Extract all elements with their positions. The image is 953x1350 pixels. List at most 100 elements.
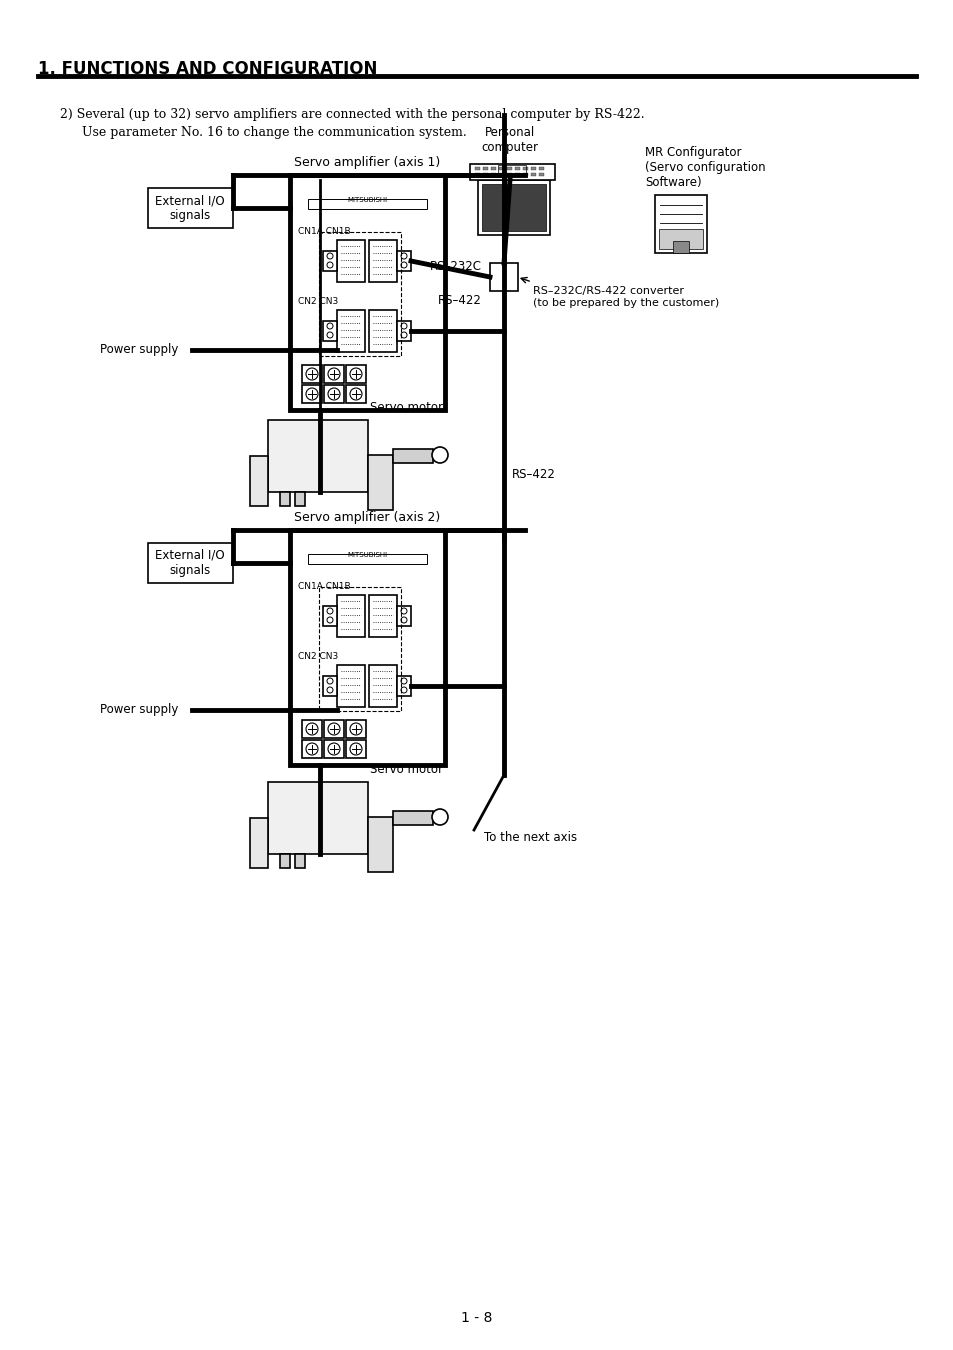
- Text: CN1A CN1B: CN1A CN1B: [297, 582, 351, 591]
- Bar: [497, 165, 525, 173]
- Bar: [655, 194, 706, 252]
- Bar: [324, 720, 344, 738]
- Bar: [369, 595, 396, 637]
- Bar: [290, 176, 444, 410]
- Bar: [396, 251, 411, 271]
- Bar: [396, 676, 411, 697]
- Bar: [531, 167, 536, 170]
- Bar: [482, 173, 488, 176]
- Bar: [324, 740, 344, 757]
- Bar: [324, 364, 344, 383]
- Bar: [323, 321, 336, 342]
- Bar: [336, 240, 365, 282]
- Bar: [318, 587, 400, 711]
- Bar: [336, 310, 365, 352]
- Text: Use parameter No. 16 to change the communication system.: Use parameter No. 16 to change the commu…: [82, 126, 466, 139]
- Bar: [369, 310, 396, 352]
- Bar: [323, 606, 336, 626]
- Bar: [280, 491, 290, 506]
- Bar: [515, 173, 519, 176]
- Bar: [368, 817, 393, 872]
- Text: Servo motor: Servo motor: [370, 763, 442, 776]
- Bar: [659, 230, 702, 248]
- Bar: [346, 720, 366, 738]
- Circle shape: [432, 809, 448, 825]
- Bar: [148, 188, 233, 228]
- Bar: [302, 364, 322, 383]
- Bar: [498, 173, 503, 176]
- Bar: [302, 720, 322, 738]
- Text: MITSUBISHI: MITSUBISHI: [347, 552, 387, 558]
- Bar: [290, 531, 444, 765]
- Bar: [324, 385, 344, 404]
- Text: RS–422: RS–422: [512, 468, 556, 482]
- Bar: [531, 173, 536, 176]
- Bar: [323, 251, 336, 271]
- Text: Servo motor: Servo motor: [370, 401, 442, 414]
- Text: External I/O
signals: External I/O signals: [155, 194, 225, 221]
- Bar: [396, 606, 411, 626]
- Text: Servo amplifier (axis 2): Servo amplifier (axis 2): [294, 512, 439, 524]
- Bar: [336, 595, 365, 637]
- Bar: [294, 855, 305, 868]
- Text: 2) Several (up to 32) servo amplifiers are connected with the personal computer : 2) Several (up to 32) servo amplifiers a…: [60, 108, 644, 122]
- Bar: [369, 240, 396, 282]
- Bar: [477, 180, 550, 235]
- Bar: [250, 456, 268, 506]
- Bar: [491, 167, 496, 170]
- Bar: [294, 491, 305, 506]
- Bar: [491, 173, 496, 176]
- Bar: [538, 173, 543, 176]
- Text: 1 - 8: 1 - 8: [461, 1311, 492, 1324]
- Bar: [393, 450, 433, 463]
- Bar: [308, 554, 427, 564]
- Text: MR Configurator
(Servo configuration
Software): MR Configurator (Servo configuration Sof…: [644, 146, 765, 189]
- Bar: [475, 173, 479, 176]
- Bar: [522, 173, 527, 176]
- Bar: [522, 167, 527, 170]
- Text: RS–422: RS–422: [437, 294, 481, 308]
- Text: 1. FUNCTIONS AND CONFIGURATION: 1. FUNCTIONS AND CONFIGURATION: [38, 59, 377, 78]
- Text: CN2 CN3: CN2 CN3: [297, 652, 338, 662]
- Bar: [369, 666, 396, 707]
- Text: RS–232C: RS–232C: [430, 261, 481, 273]
- Text: Personal
computer: Personal computer: [481, 126, 537, 154]
- Bar: [318, 232, 400, 356]
- Text: Power supply: Power supply: [100, 343, 178, 356]
- Bar: [268, 782, 368, 855]
- Bar: [506, 167, 512, 170]
- Text: Servo amplifier (axis 1): Servo amplifier (axis 1): [294, 157, 439, 169]
- Text: External I/O
signals: External I/O signals: [155, 549, 225, 576]
- Bar: [302, 385, 322, 404]
- Bar: [346, 364, 366, 383]
- Bar: [346, 385, 366, 404]
- Bar: [482, 167, 488, 170]
- Bar: [250, 818, 268, 868]
- Text: CN1A CN1B: CN1A CN1B: [297, 227, 351, 236]
- Bar: [498, 167, 503, 170]
- Bar: [470, 163, 555, 180]
- Text: CN2 CN3: CN2 CN3: [297, 297, 338, 306]
- Bar: [336, 666, 365, 707]
- Bar: [393, 811, 433, 825]
- Bar: [515, 167, 519, 170]
- Bar: [280, 855, 290, 868]
- Bar: [346, 740, 366, 757]
- Bar: [475, 167, 479, 170]
- Bar: [308, 198, 427, 209]
- Bar: [323, 676, 336, 697]
- Bar: [672, 242, 688, 252]
- Bar: [481, 184, 545, 231]
- Bar: [490, 263, 517, 292]
- Bar: [538, 167, 543, 170]
- Text: RS–232C/RS-422 converter
(to be prepared by the customer): RS–232C/RS-422 converter (to be prepared…: [533, 286, 719, 308]
- Text: MITSUBISHI: MITSUBISHI: [347, 197, 387, 202]
- Circle shape: [432, 447, 448, 463]
- Bar: [148, 543, 233, 583]
- Bar: [268, 420, 368, 491]
- Text: Power supply: Power supply: [100, 703, 178, 717]
- Text: To the next axis: To the next axis: [483, 832, 577, 845]
- Bar: [506, 173, 512, 176]
- Bar: [368, 455, 393, 510]
- Bar: [396, 321, 411, 342]
